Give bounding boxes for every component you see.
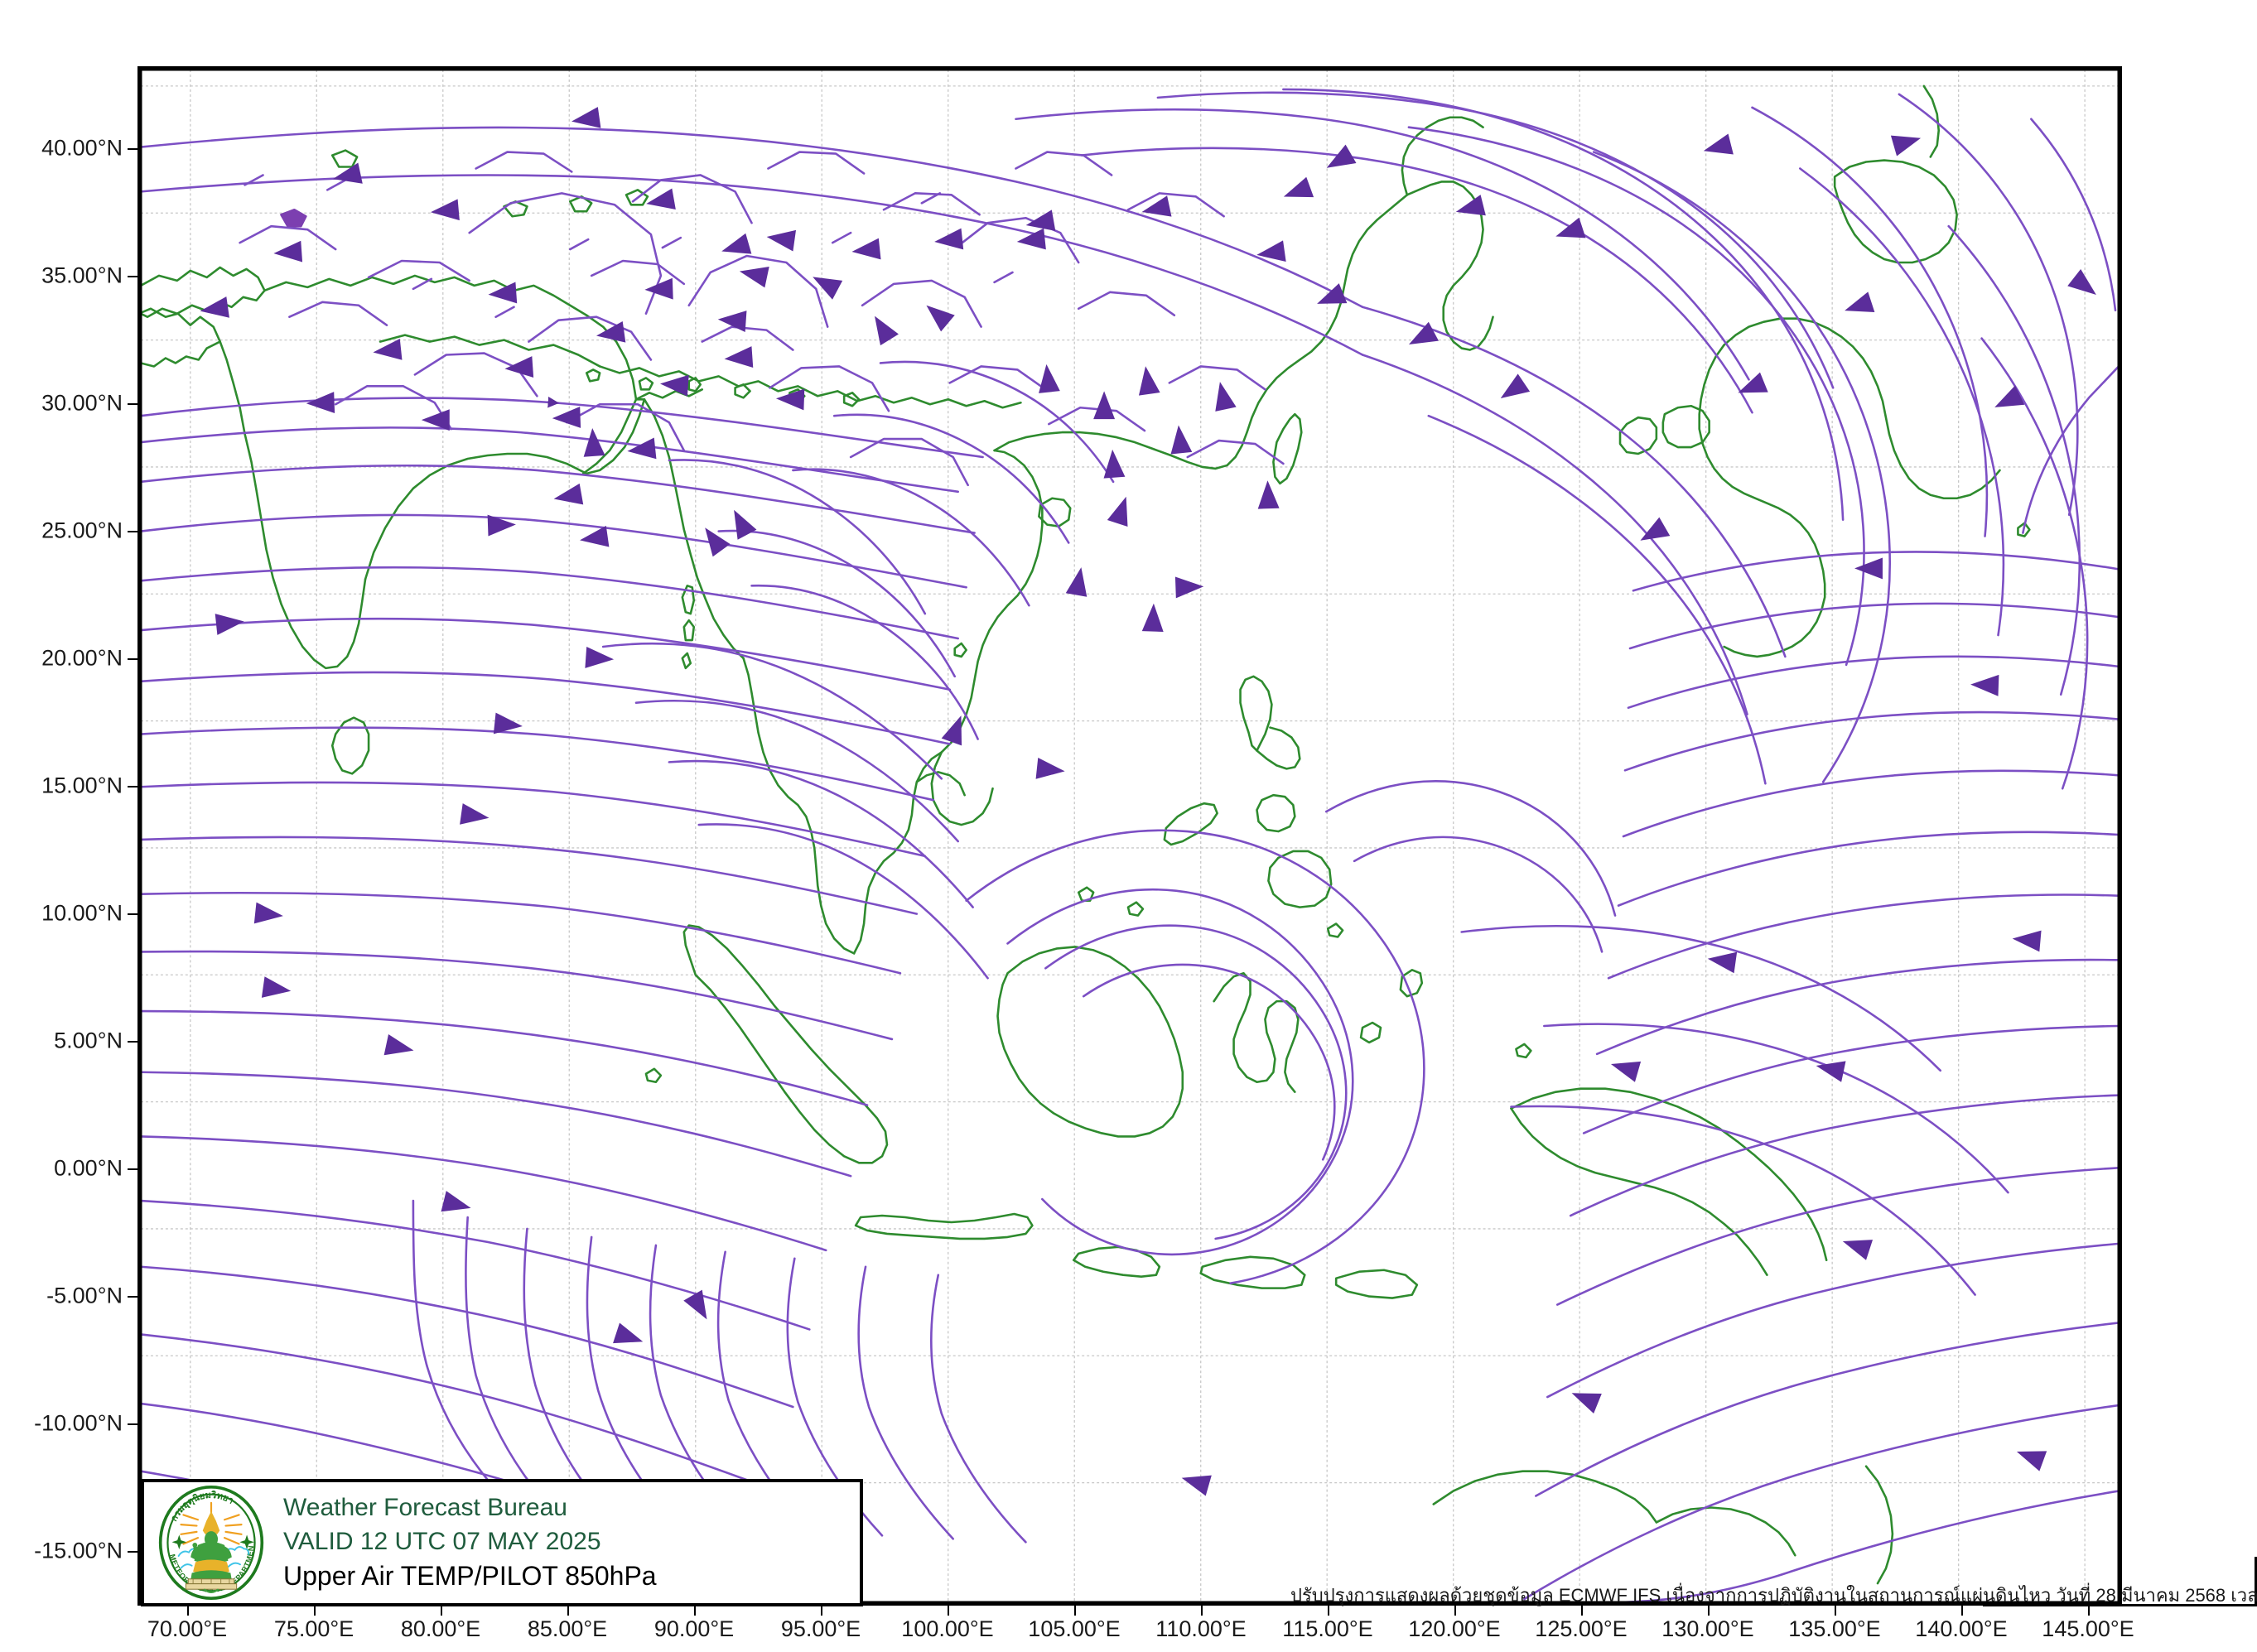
x-tick-mark (1961, 1606, 1963, 1616)
x-tick-mark (567, 1606, 569, 1616)
x-tick-mark (1454, 1606, 1456, 1616)
x-axis-label-100E: 100.00°E (901, 1616, 994, 1641)
map-canvas (141, 70, 2119, 1602)
coastlines-layer (141, 84, 2031, 1585)
legend-organisation: Weather Forecast Bureau (283, 1494, 567, 1522)
y-axis-label-minus5N: -5.00°N (46, 1283, 123, 1308)
y-axis-label-20N: 20.00°N (41, 645, 123, 671)
map-plot-frame (137, 66, 2122, 1606)
y-axis-label-0N: 0.00°N (54, 1155, 123, 1181)
legend-product-title: Upper Air TEMP/PILOT 850hPa (283, 1561, 657, 1592)
y-axis-label-25N: 25.00°N (41, 518, 123, 543)
attribution-note: ปรับปรุงการแสดงผลด้วยชุดข้อมูล ECMWF IFS… (1290, 1570, 2257, 1605)
x-axis-label-125E: 125.00°E (1535, 1616, 1628, 1641)
x-axis-label-140E: 140.00°E (1915, 1616, 2008, 1641)
x-axis-label-90E: 90.00°E (653, 1616, 735, 1641)
x-axis-label-120E: 120.00°E (1408, 1616, 1501, 1641)
x-axis-label-70E: 70.00°E (147, 1616, 228, 1641)
y-axis-label-minus15N: -15.00°N (34, 1538, 123, 1563)
y-tick-mark (128, 403, 137, 405)
map-inner-border (141, 70, 2119, 1602)
legend-text-block: Weather Forecast Bureau VALID 12 UTC 07 … (283, 1491, 657, 1593)
x-tick-mark (441, 1606, 442, 1616)
x-axis-label-115E: 115.00°E (1282, 1616, 1373, 1641)
x-axis-label-130E: 130.00°E (1661, 1616, 1754, 1641)
y-tick-mark (128, 276, 137, 277)
y-tick-mark (128, 658, 137, 660)
flow-arrows-layer (200, 107, 2096, 1496)
x-axis-label-75E: 75.00°E (273, 1616, 354, 1641)
x-axis-label-135E: 135.00°E (1788, 1616, 1881, 1641)
y-tick-mark (128, 1041, 137, 1043)
x-tick-mark (821, 1606, 822, 1616)
x-axis-label-110E: 110.00°E (1155, 1616, 1247, 1641)
x-tick-mark (1328, 1606, 1329, 1616)
x-tick-mark (1074, 1606, 1076, 1616)
x-tick-mark (1201, 1606, 1203, 1616)
legend-valid-time: VALID 12 UTC 07 MAY 2025 (283, 1527, 601, 1555)
x-axis-label-85E: 85.00°E (527, 1616, 608, 1641)
x-tick-mark (1581, 1606, 1583, 1616)
x-tick-mark (2088, 1606, 2090, 1616)
y-tick-mark (128, 913, 137, 915)
y-tick-mark (128, 148, 137, 150)
y-tick-mark (128, 531, 137, 532)
x-tick-mark (187, 1606, 189, 1616)
y-axis-label-15N: 15.00°N (41, 773, 123, 798)
y-tick-mark (128, 1296, 137, 1298)
x-axis-label-80E: 80.00°E (400, 1616, 481, 1641)
y-tick-mark (128, 1423, 137, 1425)
legend-panel: กรมอุตุนิยมวิทยา METEOROLOGICAL DEPARTME… (141, 1479, 863, 1606)
attribution-text: ปรับปรุงการแสดงผลด้วยชุดข้อมูล ECMWF IFS… (1290, 1585, 2257, 1606)
x-tick-mark (694, 1606, 696, 1616)
y-axis-label-35N: 35.00°N (41, 262, 123, 288)
y-axis-label-5N: 5.00°N (54, 1028, 123, 1053)
x-axis-label-145E: 145.00°E (2042, 1616, 2134, 1641)
y-tick-mark (128, 1168, 137, 1170)
map-gridlines (141, 70, 2119, 1602)
x-tick-mark (1835, 1606, 1836, 1616)
thai-meteorological-department-seal-icon: กรมอุตุนิยมวิทยา METEOROLOGICAL DEPARTME… (149, 1482, 264, 1600)
x-axis-label-105E: 105.00°E (1028, 1616, 1121, 1641)
x-tick-mark (948, 1606, 949, 1616)
x-tick-mark (314, 1606, 316, 1616)
x-tick-mark (1708, 1606, 1710, 1616)
y-axis-label-10N: 10.00°N (41, 900, 123, 926)
y-axis-label-minus10N: -10.00°N (34, 1410, 123, 1436)
y-axis-label-30N: 30.00°N (41, 390, 123, 416)
y-tick-mark (128, 786, 137, 787)
streamlines-layer (141, 88, 2119, 1602)
x-axis-label-95E: 95.00°E (780, 1616, 861, 1641)
y-tick-mark (128, 1551, 137, 1553)
y-axis-label-40N: 40.00°N (41, 135, 123, 161)
